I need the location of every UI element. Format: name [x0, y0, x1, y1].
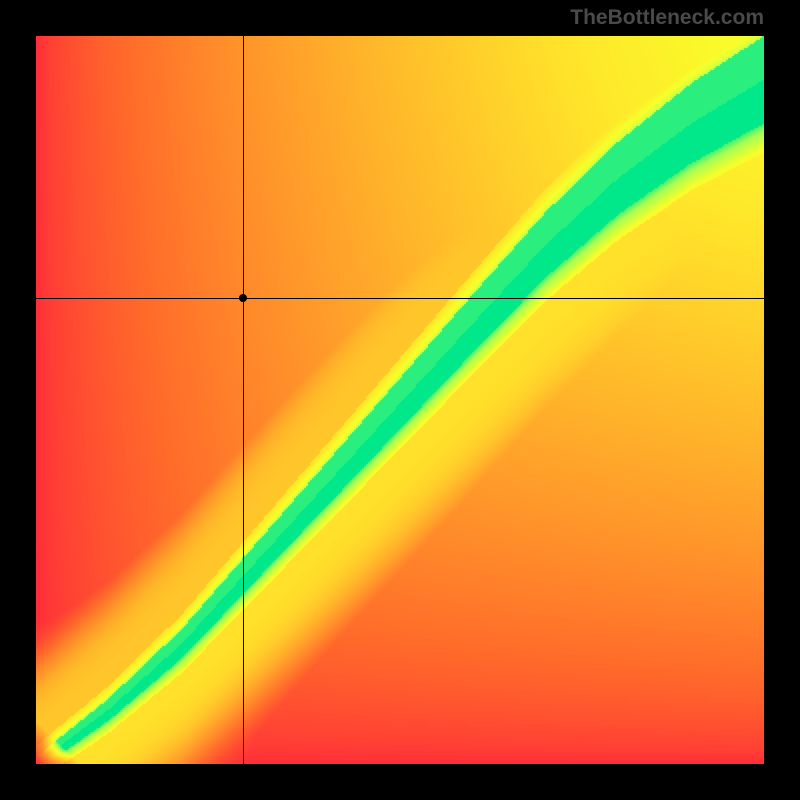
- crosshair-horizontal: [36, 298, 764, 299]
- heatmap-canvas: [36, 36, 764, 764]
- watermark-text: TheBottleneck.com: [570, 6, 764, 30]
- selected-point-marker: [239, 294, 247, 302]
- bottleneck-heatmap: [36, 36, 764, 764]
- crosshair-vertical: [243, 36, 244, 764]
